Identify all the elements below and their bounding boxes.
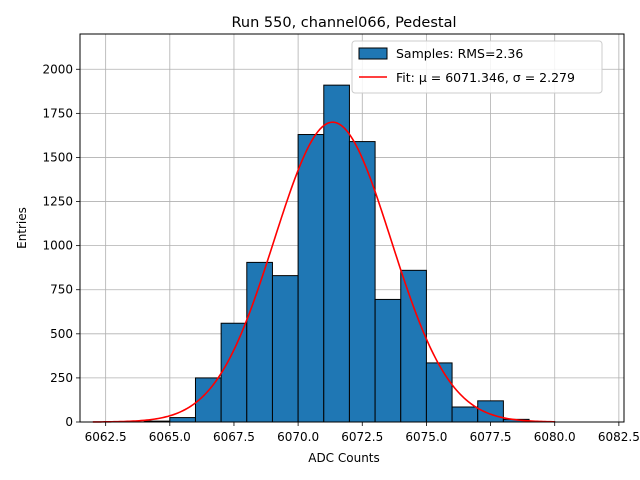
histogram-bar-10 (348, 141, 376, 423)
histogram-bar-15 (477, 400, 504, 423)
x-tick-label-1: 6065.0 (149, 430, 191, 444)
plot-frame (79, 33, 625, 423)
x-axis-label: ADC Counts (308, 451, 380, 465)
y-axis-label: Entries (15, 207, 29, 249)
chart-title: Run 550, channel066, Pedestal (231, 15, 456, 31)
legend-swatch-samples (358, 47, 388, 60)
x-tick-label-3: 6070.0 (277, 430, 319, 444)
histogram-bar-9 (323, 84, 350, 423)
x-tick-label-8: 6082.5 (598, 430, 640, 444)
y-tick-label-0: 0 (65, 415, 73, 429)
x-tick-label-7: 6080.0 (534, 430, 576, 444)
histogram-bar-13 (425, 362, 453, 423)
fit-curve (92, 121, 555, 423)
y-tick-label-2: 500 (50, 327, 73, 341)
x-tick-label-2: 6067.5 (213, 430, 255, 444)
y-tick-label-5: 1250 (42, 195, 73, 209)
legend-label-samples: Samples: RMS=2.36 (396, 46, 523, 61)
x-tick-label-5: 6075.0 (405, 430, 447, 444)
x-tick-label-0: 6062.5 (85, 430, 127, 444)
x-axis-ticks: 6062.5 6065.0 6067.5 6070.0 6072.5 6075.0 6077… (85, 422, 640, 444)
histogram-bars (143, 84, 556, 423)
histogram-bar-12 (400, 269, 427, 423)
histogram-bar-11 (374, 298, 402, 423)
legend: Samples: RMS=2.36 Fit: μ = 6071.346, σ =… (351, 40, 603, 94)
y-tick-label-8: 2000 (42, 62, 73, 76)
y-tick-label-7: 1750 (42, 106, 73, 120)
histogram-bar-8 (297, 134, 325, 423)
legend-label-fit: Fit: μ = 6071.346, σ = 2.279 (396, 70, 575, 85)
y-tick-label-3: 750 (50, 283, 73, 297)
x-tick-label-4: 6072.5 (341, 430, 383, 444)
histogram-bar-5 (220, 322, 248, 423)
y-tick-label-1: 250 (50, 371, 73, 385)
y-tick-label-4: 1000 (42, 239, 73, 253)
x-tick-label-6: 6077.5 (470, 430, 512, 444)
legend-box (351, 40, 603, 94)
histogram-bar-3 (169, 417, 196, 423)
y-axis-ticks: 0 250 500 750 1000 1250 1500 1750 2000 (42, 62, 80, 429)
histogram-bar-7 (271, 275, 299, 423)
y-tick-label-6: 1500 (42, 150, 73, 164)
histogram-bar-14 (451, 406, 479, 423)
